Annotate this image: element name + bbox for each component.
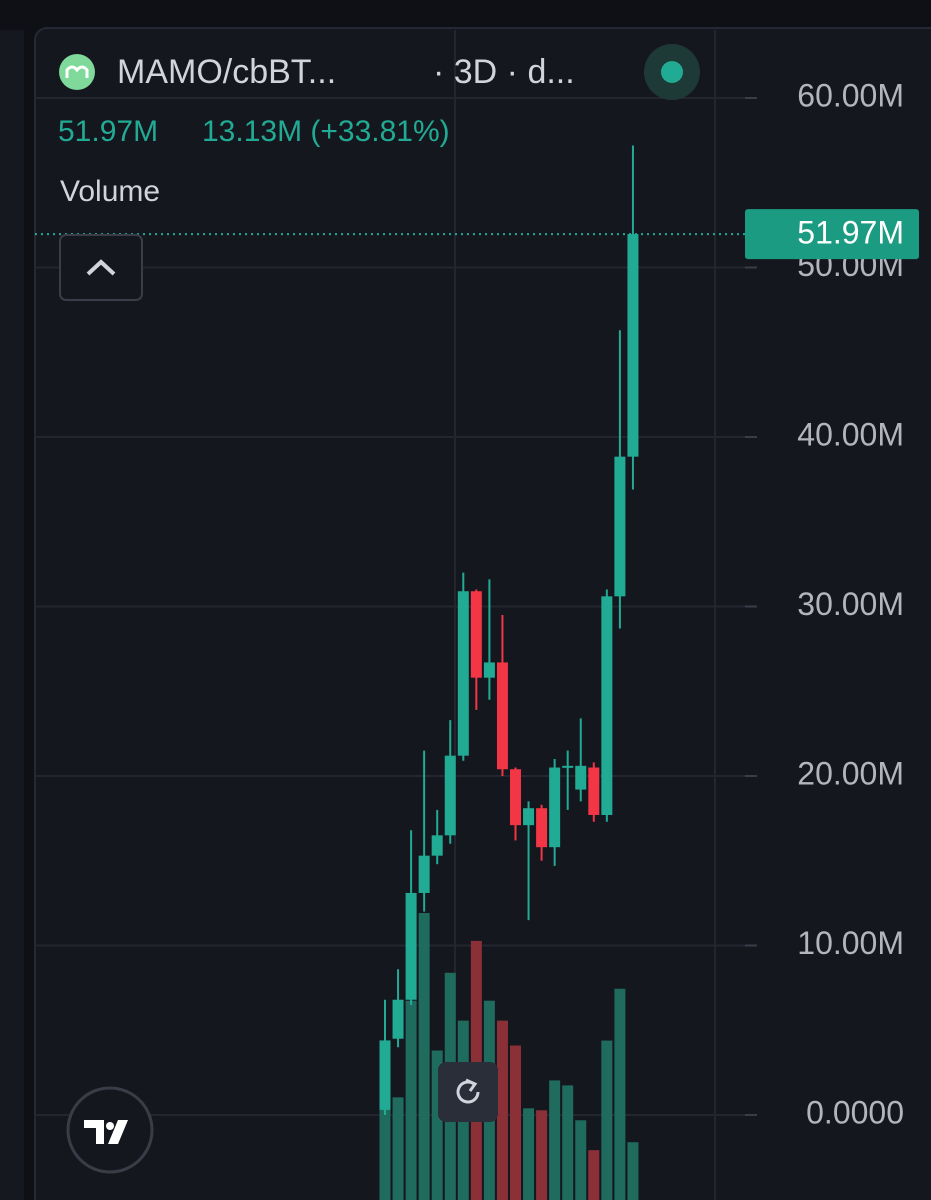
- candle-body: [549, 767, 561, 848]
- collapse-button[interactable]: [59, 234, 143, 301]
- volume-bar: [562, 1085, 574, 1200]
- candle-body: [431, 835, 443, 856]
- y-tick-label: 40.00M: [797, 416, 904, 452]
- y-axis: 60.00M50.00M40.00M30.00M20.00M10.00M0.00…: [35, 77, 919, 1130]
- volume-bar: [536, 1110, 548, 1200]
- symbol[interactable]: MAMO/cbBT...: [117, 53, 336, 91]
- status-dot: [661, 61, 683, 83]
- y-tick-label: 60.00M: [797, 77, 904, 113]
- volume-label: Volume: [60, 175, 160, 208]
- volume-bar: [627, 1142, 639, 1200]
- candle-body: [470, 591, 482, 678]
- candle-body: [523, 808, 535, 826]
- volume-bar: [510, 1045, 521, 1200]
- reset-button[interactable]: [438, 1062, 498, 1122]
- candles: [379, 145, 639, 1115]
- chevron-up: [86, 259, 116, 276]
- y-tick-label: 30.00M: [797, 586, 904, 622]
- candle-body: [627, 234, 639, 457]
- volume-bar: [405, 1000, 417, 1200]
- volume-bar: [588, 1150, 600, 1200]
- interval[interactable]: · 3D · d...: [433, 53, 575, 91]
- volume-bar: [549, 1080, 561, 1200]
- candle-body: [496, 662, 508, 770]
- candle-body: [444, 755, 456, 836]
- volume-bar: [601, 1040, 613, 1200]
- candle-body: [418, 855, 430, 893]
- volume-bar: [614, 988, 626, 1200]
- side-panel: [0, 30, 24, 1200]
- logo-glyph: [65, 65, 89, 78]
- candle-body: [575, 765, 587, 790]
- reset-arrow: [465, 1078, 478, 1092]
- y-tick-label: 20.00M: [797, 755, 904, 791]
- volume-bar: [392, 1097, 404, 1200]
- candle-body: [614, 456, 626, 597]
- candle-body: [483, 662, 495, 678]
- candle-body: [588, 767, 600, 815]
- candle-body: [379, 1040, 391, 1110]
- last-price-tag: [745, 209, 919, 260]
- candle-body: [562, 765, 574, 768]
- last-price-label: 51.97M: [797, 215, 904, 251]
- candle-body: [457, 591, 469, 756]
- volume-bar: [379, 1097, 391, 1200]
- candle-body: [536, 808, 548, 848]
- candle-body: [405, 892, 417, 1000]
- volume-bar: [575, 1120, 587, 1200]
- volume-bar: [496, 1020, 508, 1200]
- tv-glyph: [84, 1120, 128, 1144]
- volume-bar: [418, 913, 430, 1200]
- candle-body: [510, 769, 521, 826]
- volume-bar: [431, 1050, 443, 1200]
- chart-panel: [34, 27, 931, 1200]
- candle-body: [392, 999, 404, 1039]
- y-tick-label: 10.00M: [797, 925, 904, 961]
- y-tick-label: 0.0000: [806, 1094, 904, 1130]
- volume-bar: [523, 1108, 535, 1200]
- legend-change: 13.13M (+33.81%): [202, 115, 450, 148]
- tv-dot: [106, 1122, 114, 1130]
- candle-body: [601, 596, 613, 815]
- legend-value: 51.97M: [58, 115, 158, 148]
